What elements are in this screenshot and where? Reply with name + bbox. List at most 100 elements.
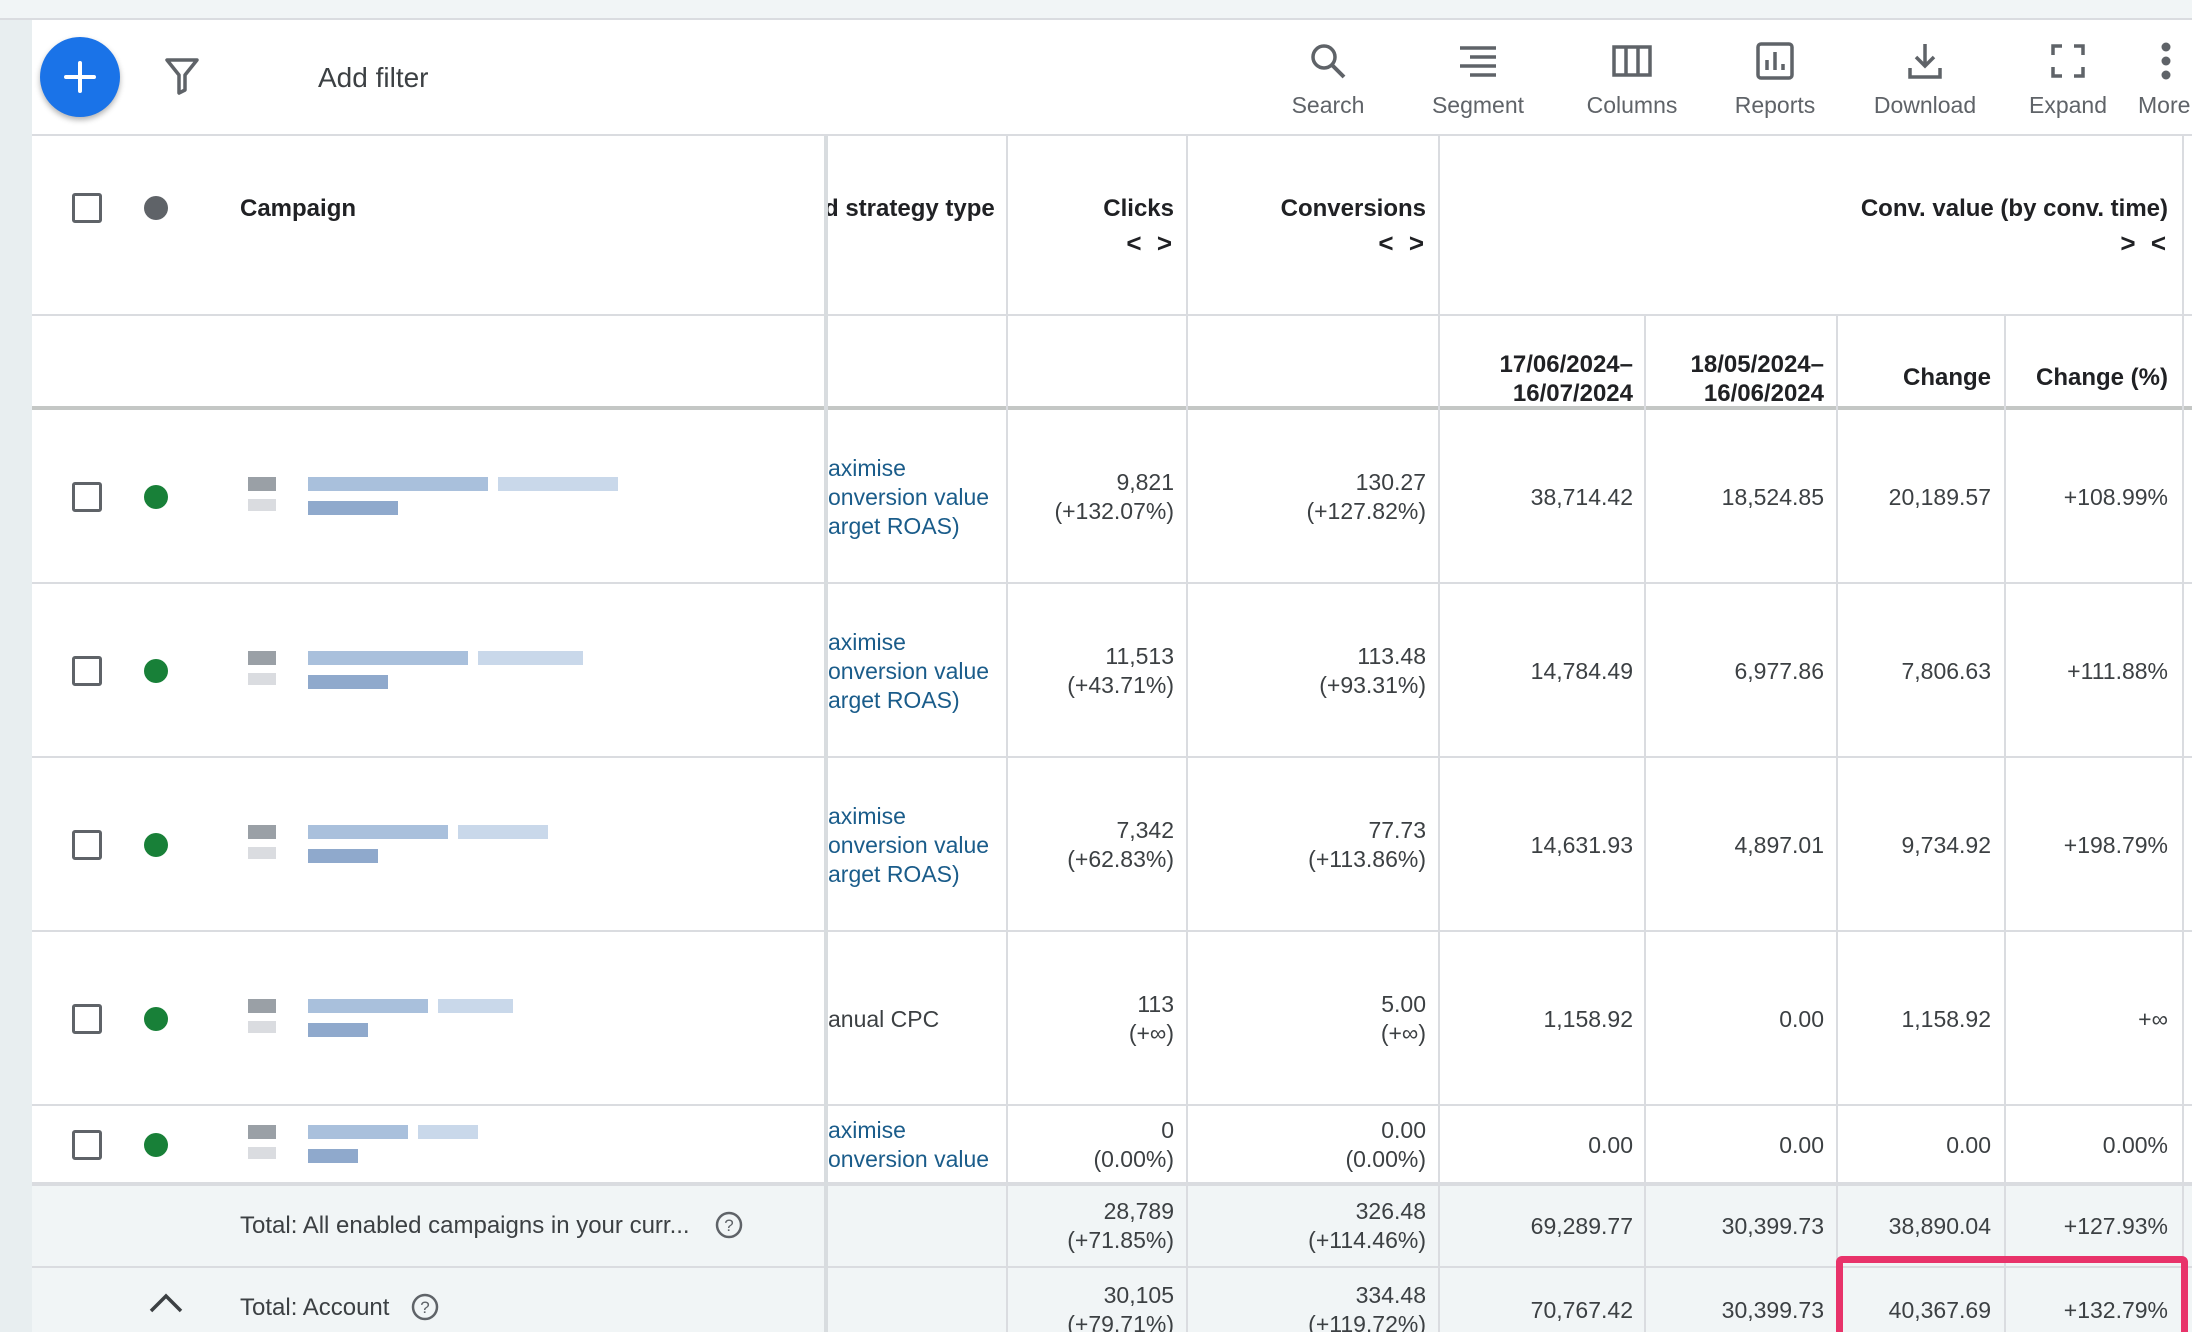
period1-value-cell: 0.00 xyxy=(1588,1132,1633,1158)
change-pct-header[interactable]: Change (%) xyxy=(2036,364,2168,391)
total-clicks-cell: 28,789 (+71.85%) xyxy=(1067,1198,1174,1253)
bid-strategy-cell[interactable]: anual CPC xyxy=(828,1005,940,1032)
columns-label: Columns xyxy=(1586,92,1678,118)
totals-account-row xyxy=(32,1268,2192,1332)
campaign-name-redacted xyxy=(248,473,668,523)
total-change-pct-cell: +132.79% xyxy=(2063,1297,2168,1323)
toolbar: Add filter Search Segment Columns Report… xyxy=(32,20,2192,136)
total-period1-cell: 70,767.42 xyxy=(1530,1297,1633,1323)
expand-tool[interactable]: Expand xyxy=(2008,38,2128,119)
row-checkbox[interactable] xyxy=(72,482,102,512)
change-cell: 20,189.57 xyxy=(1888,484,1991,510)
download-tool[interactable]: Download xyxy=(1850,38,2000,119)
reports-tool[interactable]: Reports xyxy=(1710,38,1840,119)
period1-value-cell: 1,158.92 xyxy=(1543,1006,1633,1032)
status-enabled-icon xyxy=(144,485,168,509)
period1-header: 17/06/2024– 16/07/2024 xyxy=(1499,351,1633,407)
segment-icon xyxy=(1460,46,1496,77)
bid-strategy-cell[interactable]: aximise onversion value xyxy=(828,1117,990,1172)
change-header[interactable]: Change xyxy=(1902,364,1991,391)
period2-value-cell: 6,977.86 xyxy=(1734,658,1824,684)
row-checkbox[interactable] xyxy=(72,1004,102,1034)
period1-value-cell: 38,714.42 xyxy=(1530,484,1633,510)
conversions-cell: 113.48 (+93.31%) xyxy=(1319,643,1426,698)
more-tool[interactable]: More xyxy=(2138,38,2192,119)
change-pct-cell: 0.00% xyxy=(2102,1132,2168,1158)
select-all-checkbox[interactable] xyxy=(72,193,102,223)
row-checkbox[interactable] xyxy=(72,656,102,686)
bid-strategy-cell[interactable]: aximise onversion value arget ROAS) xyxy=(828,802,990,887)
total-period1-cell: 69,289.77 xyxy=(1530,1213,1633,1239)
svg-text:?: ? xyxy=(420,1298,429,1317)
status-enabled-icon xyxy=(144,1007,168,1031)
period1-value-cell: 14,784.49 xyxy=(1530,658,1633,684)
totals-enabled-row xyxy=(32,1184,2192,1268)
period2-value-cell: 0.00 xyxy=(1779,1132,1824,1158)
status-header-icon xyxy=(144,196,168,220)
period2-header: 18/05/2024– 16/06/2024 xyxy=(1690,351,1824,407)
clicks-header[interactable]: Clicks xyxy=(1103,195,1174,222)
clicks-expand-icon[interactable]: < > xyxy=(1126,228,1176,258)
conversions-cell: 77.73 (+113.86%) xyxy=(1308,817,1426,872)
columns-tool[interactable]: Columns xyxy=(1562,38,1702,119)
total-change-cell: 40,367.69 xyxy=(1888,1297,1991,1323)
total-period2-cell: 30,399.73 xyxy=(1721,1213,1824,1239)
conversions-header[interactable]: Conversions xyxy=(1280,195,1426,222)
period1-value-cell: 14,631.93 xyxy=(1530,832,1633,858)
download-label: Download xyxy=(1873,92,1977,118)
total-change-cell: 38,890.04 xyxy=(1888,1213,1991,1239)
total-period2-cell: 30,399.73 xyxy=(1721,1297,1824,1323)
reports-label: Reports xyxy=(1734,92,1816,118)
search-label: Search xyxy=(1291,92,1365,118)
segment-label: Segment xyxy=(1431,92,1525,118)
totals-account-label: Total: Account xyxy=(240,1294,390,1321)
status-enabled-icon xyxy=(144,659,168,683)
search-tool[interactable]: Search xyxy=(1268,38,1388,119)
total-conversions-cell: 334.48 (+119.72%) xyxy=(1308,1282,1426,1332)
help-icon[interactable]: ? xyxy=(714,1210,744,1246)
search-icon xyxy=(1311,44,1346,79)
conversions-cell: 0.00 (0.00%) xyxy=(1345,1117,1426,1172)
add-filter-button[interactable]: Add filter xyxy=(318,62,429,93)
row-checkbox[interactable] xyxy=(72,830,102,860)
clicks-cell: 113 (+∞) xyxy=(1128,991,1174,1046)
change-cell: 7,806.63 xyxy=(1901,658,1991,684)
conversions-expand-icon[interactable]: < > xyxy=(1378,228,1428,258)
period2-value-cell: 18,524.85 xyxy=(1721,484,1824,510)
add-button[interactable] xyxy=(40,37,120,117)
help-icon[interactable]: ? xyxy=(410,1292,440,1328)
expand-icon xyxy=(2051,44,2085,78)
change-cell: 0.00 xyxy=(1946,1132,1991,1158)
conv-value-header[interactable]: Conv. value (by conv. time) xyxy=(1860,195,2168,222)
campaign-name-redacted xyxy=(248,821,668,871)
change-cell: 9,734.92 xyxy=(1901,832,1991,858)
row-checkbox[interactable] xyxy=(72,1130,102,1160)
change-pct-cell: +∞ xyxy=(2138,1006,2168,1032)
reports-icon xyxy=(1756,42,1794,80)
clicks-cell: 9,821 (+132.07%) xyxy=(1054,469,1174,524)
change-cell: 1,158.92 xyxy=(1901,1006,1991,1032)
expand-label: Expand xyxy=(2028,92,2107,118)
clicks-cell: 11,513 (+43.71%) xyxy=(1067,643,1174,698)
segment-tool[interactable]: Segment xyxy=(1408,38,1548,119)
totals-enabled-label: Total: All enabled campaigns in your cur… xyxy=(240,1212,690,1239)
plus-icon xyxy=(64,61,96,93)
status-enabled-icon xyxy=(144,833,168,857)
bid-strategy-cell[interactable]: aximise onversion value arget ROAS) xyxy=(828,628,990,713)
collapse-totals-icon[interactable] xyxy=(148,1292,184,1320)
change-pct-cell: +108.99% xyxy=(2063,484,2168,510)
download-icon xyxy=(1908,44,1942,79)
conv-value-collapse-icon[interactable]: > < xyxy=(2120,228,2170,258)
columns-icon xyxy=(1612,45,1652,77)
conversions-cell: 130.27 (+127.82%) xyxy=(1306,469,1426,524)
change-pct-cell: +198.79% xyxy=(2063,832,2168,858)
more-vert-icon xyxy=(2161,42,2171,80)
bid-strategy-header[interactable]: d strategy type xyxy=(824,195,995,222)
campaign-name-redacted xyxy=(248,995,668,1045)
status-enabled-icon xyxy=(144,1133,168,1157)
bid-strategy-cell[interactable]: aximise onversion value arget ROAS) xyxy=(828,454,990,539)
svg-text:?: ? xyxy=(724,1216,733,1235)
total-conversions-cell: 326.48 (+114.46%) xyxy=(1308,1198,1426,1253)
filter-icon[interactable] xyxy=(164,56,200,101)
campaign-header[interactable]: Campaign xyxy=(240,195,357,222)
